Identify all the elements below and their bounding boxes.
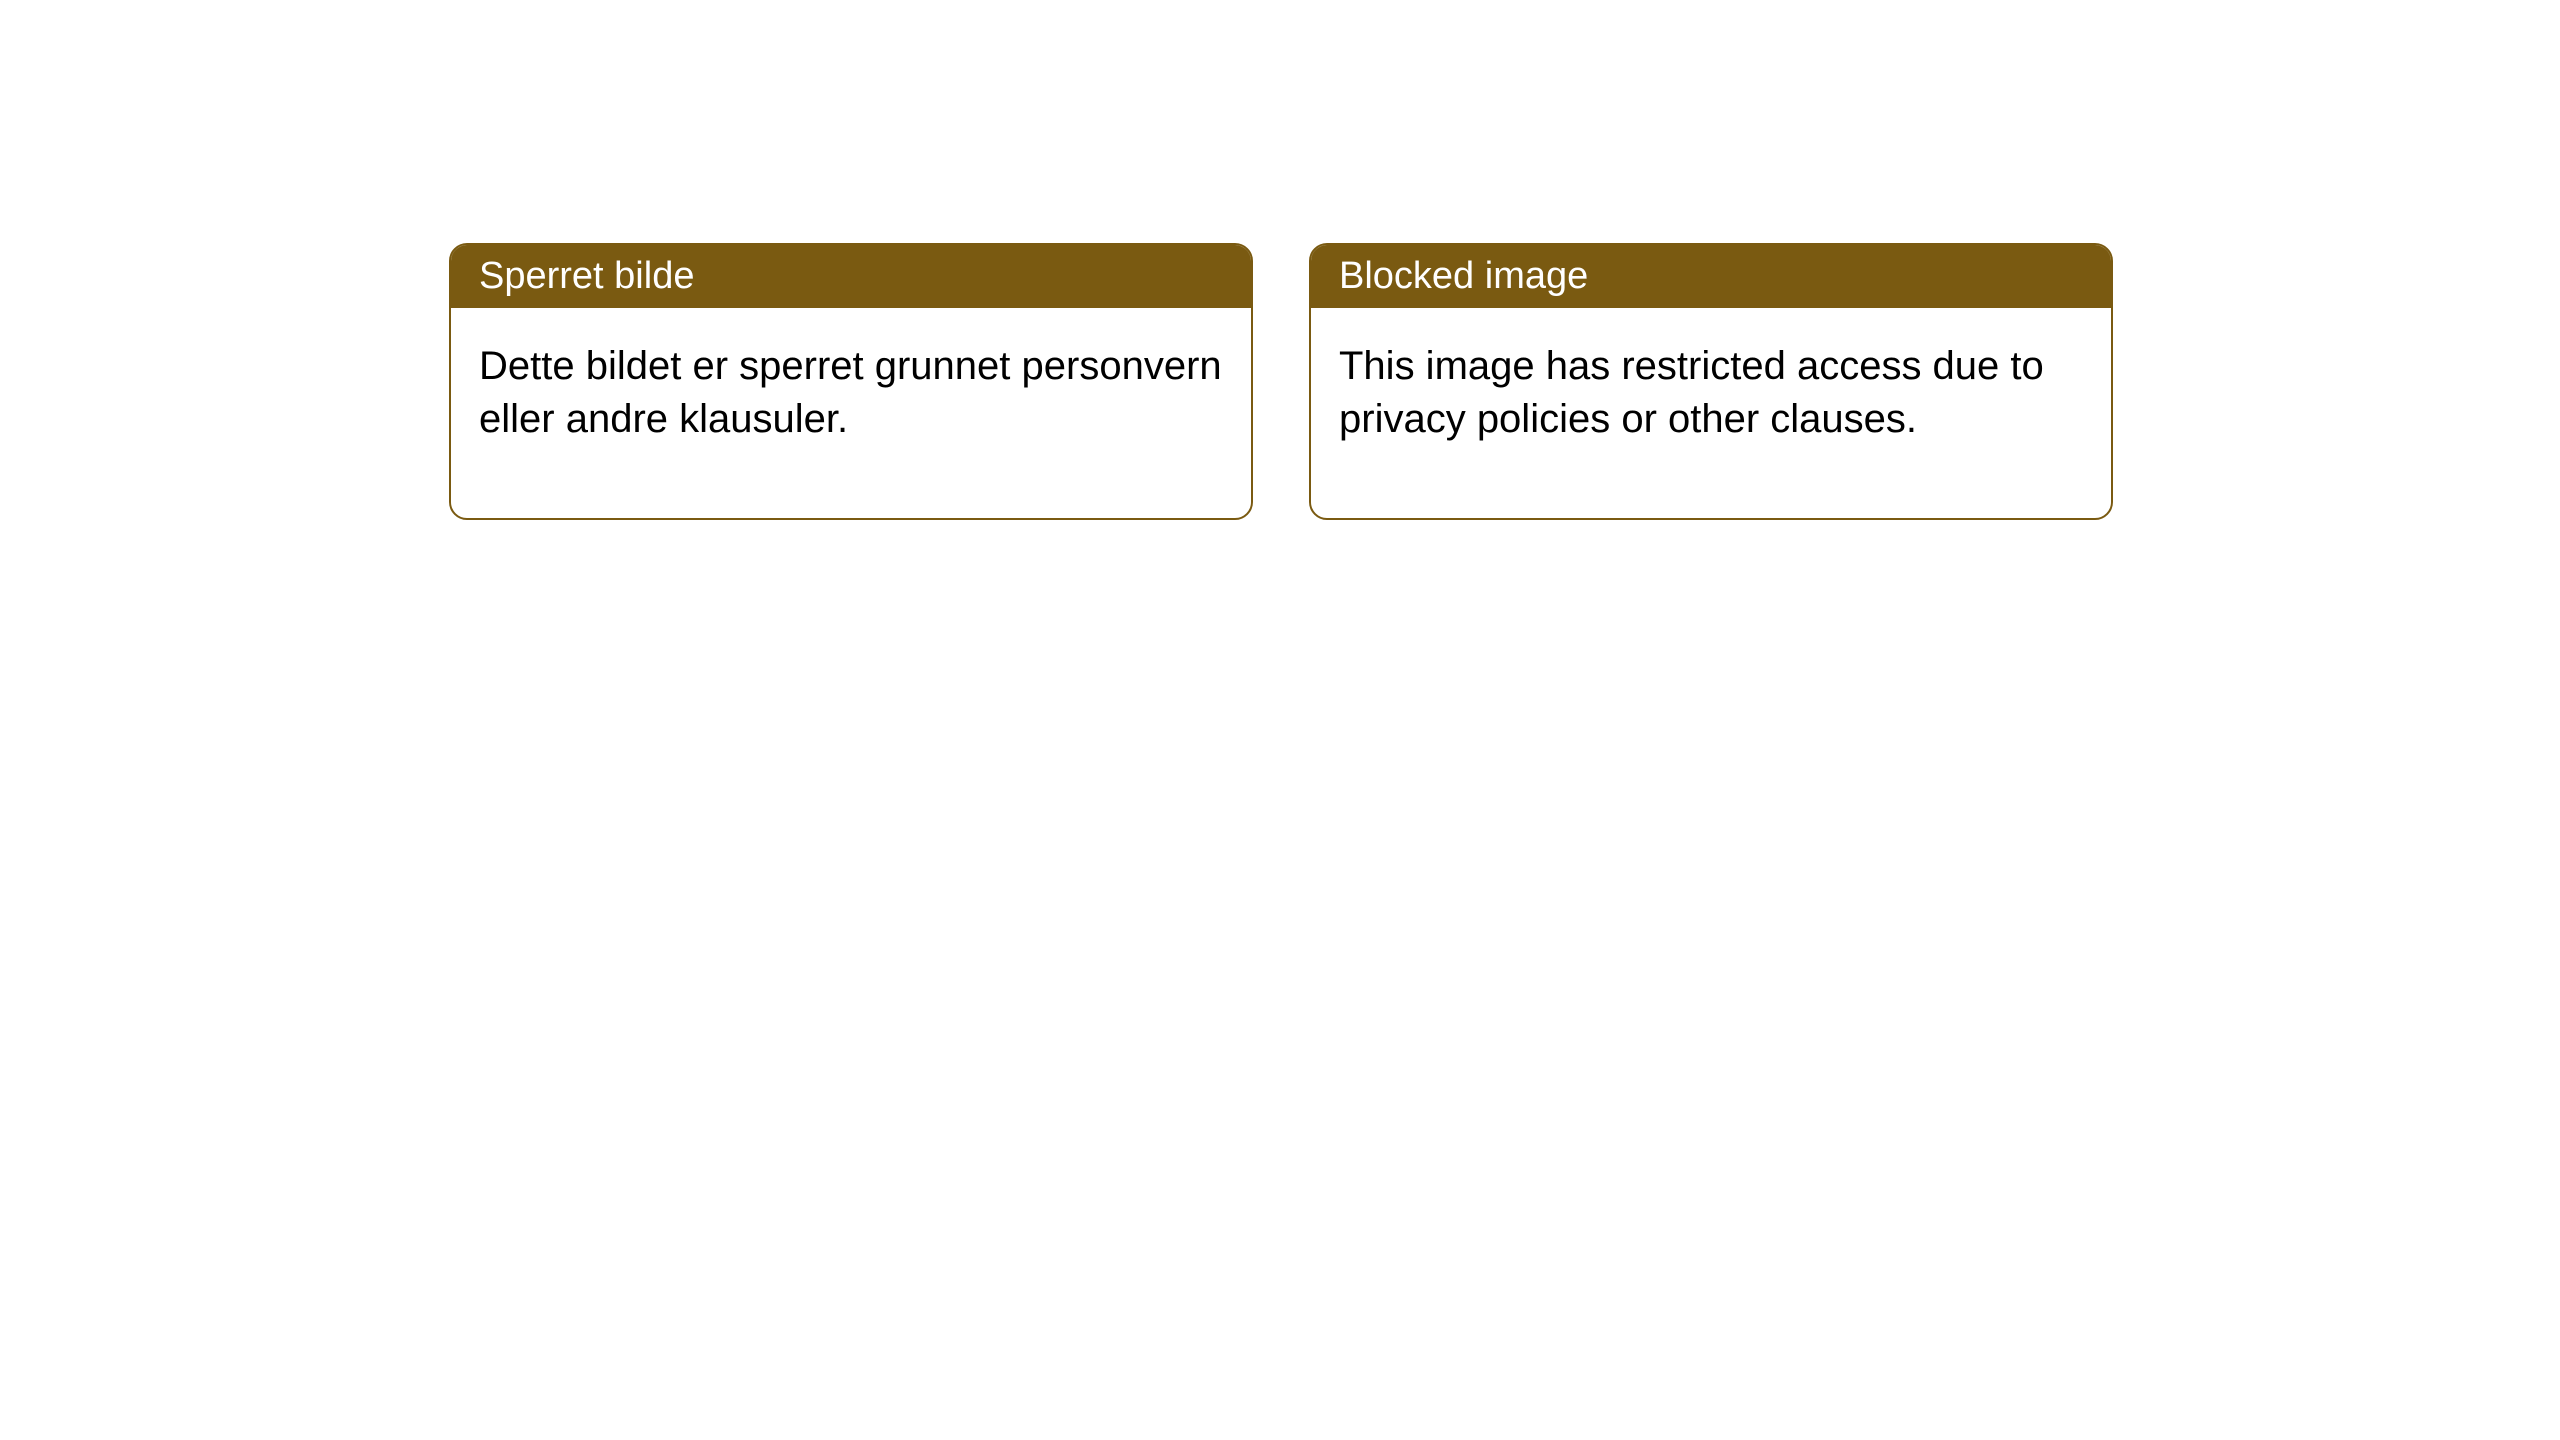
notice-header-norwegian: Sperret bilde <box>451 245 1251 308</box>
notice-header-english: Blocked image <box>1311 245 2111 308</box>
notice-box-english: Blocked image This image has restricted … <box>1309 243 2113 520</box>
notice-box-norwegian: Sperret bilde Dette bildet er sperret gr… <box>449 243 1253 520</box>
notice-body-english: This image has restricted access due to … <box>1311 308 2111 518</box>
notice-body-norwegian: Dette bildet er sperret grunnet personve… <box>451 308 1251 518</box>
notice-container: Sperret bilde Dette bildet er sperret gr… <box>449 243 2113 520</box>
